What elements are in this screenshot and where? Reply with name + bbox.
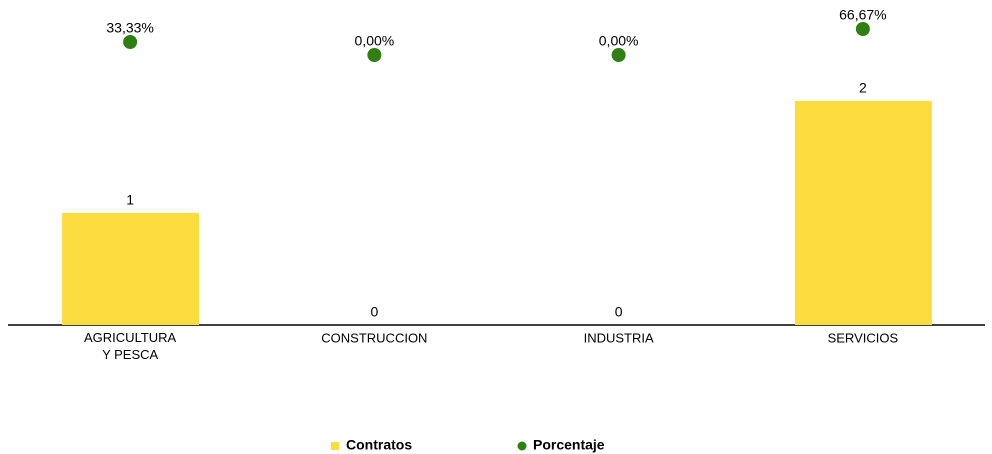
x-tick-label: INDUSTRIA: [584, 330, 654, 345]
legend-swatch: [331, 442, 339, 450]
bar-label: 0: [615, 304, 623, 320]
x-tick-label: CONSTRUCCION: [321, 330, 427, 345]
point: [367, 48, 382, 63]
bar-label: 2: [859, 80, 867, 96]
point-label: 66,67%: [839, 7, 886, 23]
point-label: 0,00%: [355, 33, 395, 49]
point: [855, 22, 870, 37]
point: [611, 48, 626, 63]
bar: [794, 100, 932, 326]
x-tick-label: AGRICULTURA Y PESCA: [84, 330, 177, 362]
point-label: 0,00%: [599, 33, 639, 49]
point-label: 33,33%: [106, 20, 153, 36]
x-tick-label: SERVICIOS: [828, 330, 899, 345]
bar: [62, 212, 200, 325]
legend-swatch: [517, 441, 527, 451]
bar-label: 1: [126, 192, 134, 208]
legend-label: Contratos: [346, 437, 412, 453]
point: [123, 35, 138, 50]
legend-label: Porcentaje: [533, 437, 605, 453]
bar-label: 0: [370, 304, 378, 320]
